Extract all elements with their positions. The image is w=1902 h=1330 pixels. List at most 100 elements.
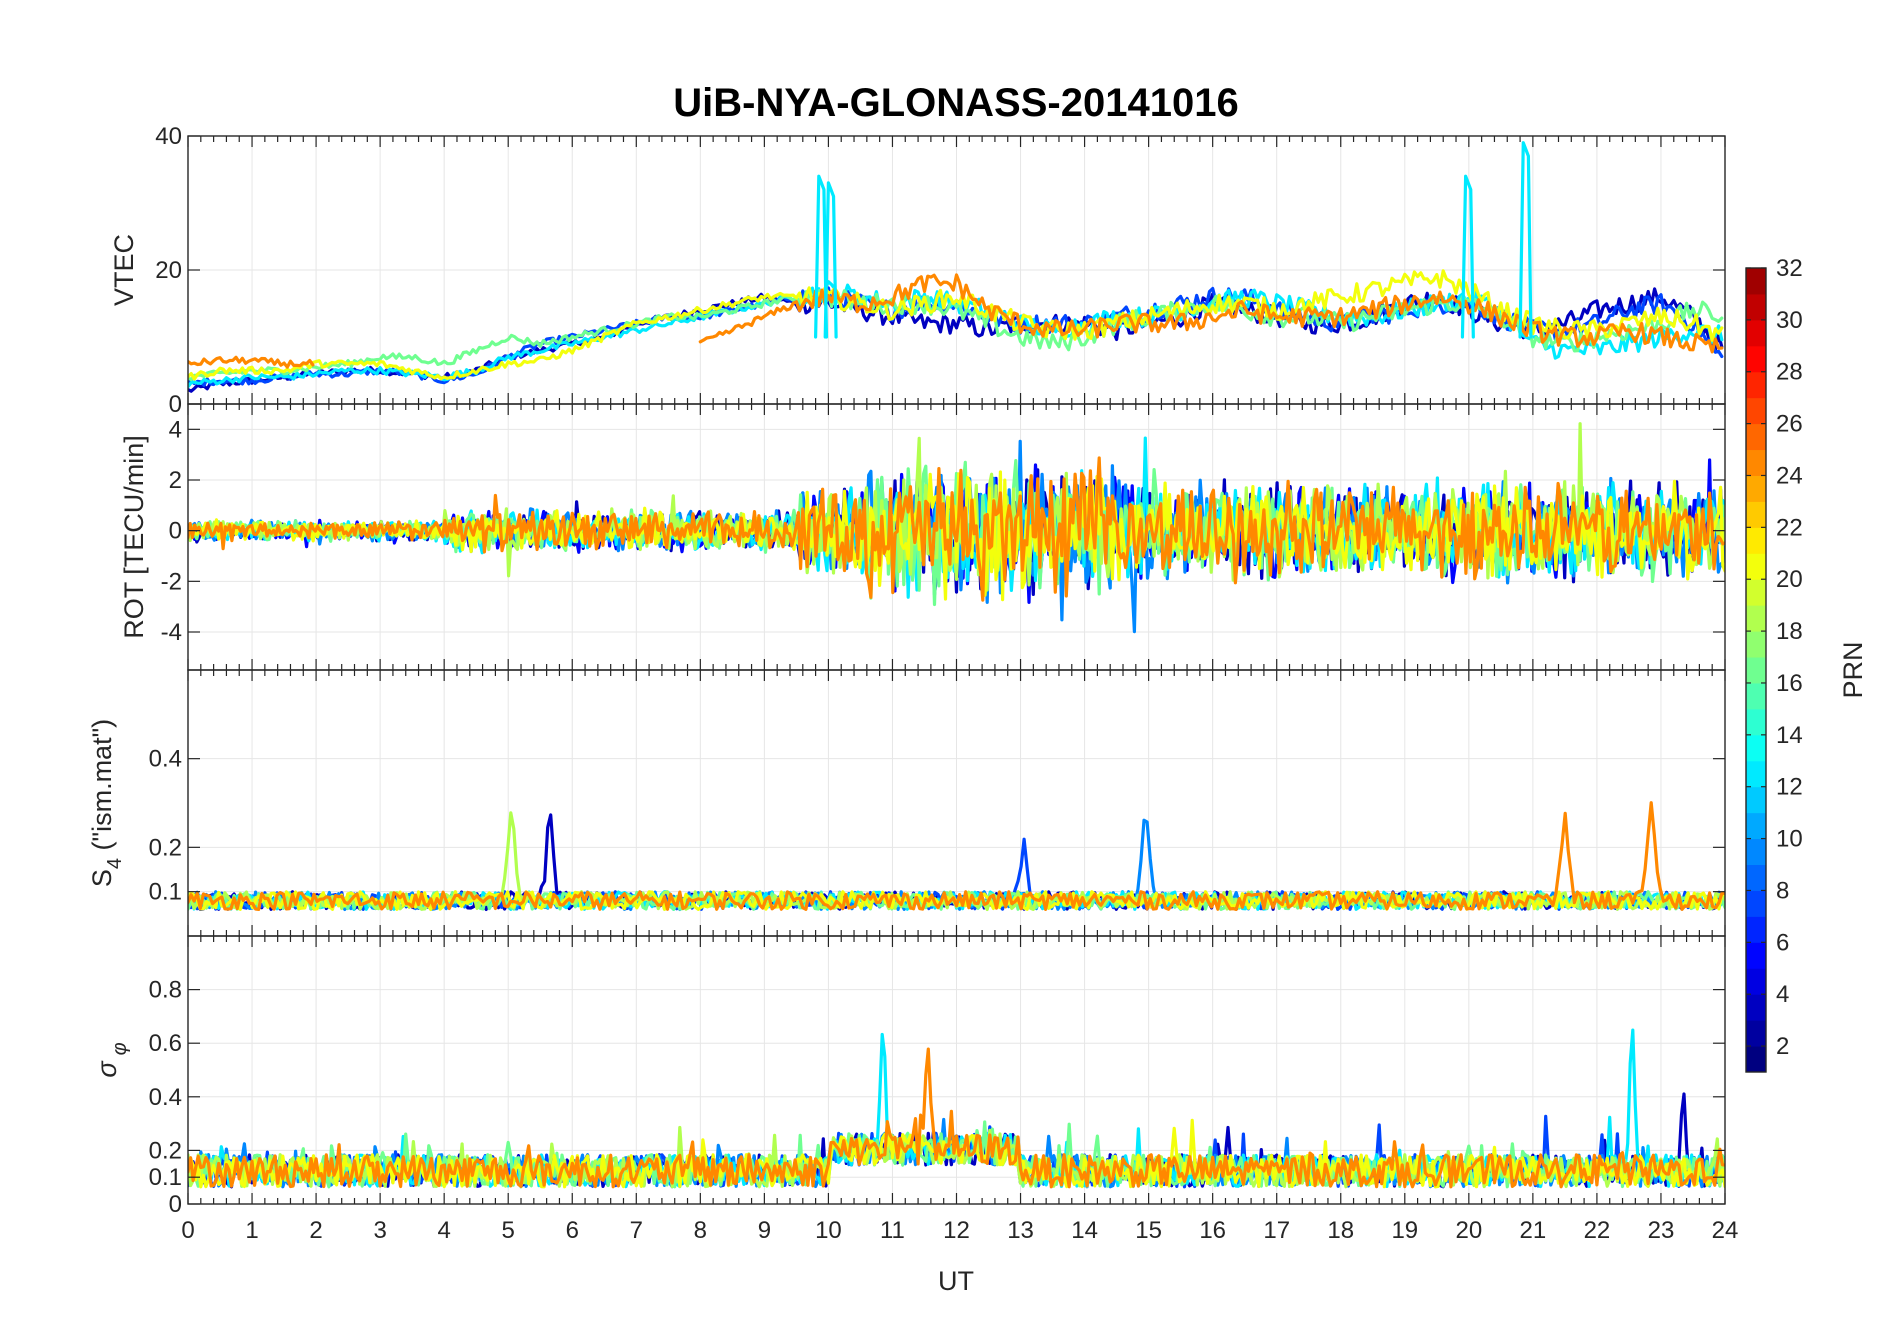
colorbar-block [1746,1046,1766,1073]
x-tick-label: 13 [1007,1217,1034,1244]
sigma-phi-ylabel-sub: φ [109,1042,131,1055]
colorbar-tick-label: 2 [1776,1033,1789,1060]
colorbar-block [1746,786,1766,814]
sigma-phi-ytick-label: 0 [169,1191,182,1218]
rot-ytick-label: 0 [169,518,182,545]
colorbar-block [1746,631,1766,658]
colorbar-block [1746,994,1766,1021]
x-tick-label: 1 [245,1217,258,1244]
rot-ytick-label: 2 [169,467,182,494]
x-tick-label: 23 [1648,1217,1675,1244]
colorbar-block [1746,371,1766,399]
sigma-phi-ytick-label: 0.2 [149,1137,182,1164]
x-tick-label: 10 [815,1217,842,1244]
x-tick-label: 18 [1327,1217,1354,1244]
vtec-ylabel: VTEC [109,234,139,306]
colorbar-block [1746,553,1766,580]
sigma-phi-series-prn-24 [188,1047,1725,1189]
colorbar-tick-label: 6 [1776,929,1789,956]
x-tick-label: 14 [1071,1217,1098,1244]
colorbar-tick-label: 20 [1776,566,1803,593]
rot-axis: -4 -2 0 2 4 [161,404,1726,670]
vtec-spike [823,181,838,339]
colorbar-tick-label: 8 [1776,877,1789,904]
rot-series-group [188,422,1725,634]
x-tick-label: 22 [1584,1217,1611,1244]
x-tick-label: 16 [1199,1217,1226,1244]
colorbar-block [1746,682,1766,710]
rot-ytick-label: -2 [161,568,182,595]
x-tick-label: 11 [880,1217,905,1244]
colorbar-frame [1745,267,1767,1073]
colorbar-block [1746,812,1766,840]
colorbar-tick-label: 10 [1776,826,1803,853]
colorbar-block [1746,319,1766,347]
x-axis: 0 1 2 3 4 5 6 7 8 9 10 11 12 13 14 15 16 17 18 19 20 21 22 23 24 [181,1217,1738,1244]
x-tick-label: 4 [437,1217,450,1244]
colorbar-tick-label: 22 [1776,514,1803,541]
x-tick-label: 3 [373,1217,386,1244]
x-tick-label: 5 [502,1217,515,1244]
colorbar-tick-label: 24 [1776,462,1803,489]
vtec-panel: 0 20 40 VTEC [109,123,1726,418]
colorbar-block [1746,268,1766,295]
vtec-ytick-label: 20 [155,257,182,284]
colorbar-block [1746,734,1766,762]
sigma-phi-series-prn-20 [188,1118,1725,1189]
x-tick-label: 9 [758,1217,771,1244]
colorbar-tick-label: 12 [1776,774,1803,801]
sigma-phi-ytick-label: 0.4 [149,1084,182,1111]
s4-ylabel-main: S [87,869,117,887]
x-tick-label: 19 [1391,1217,1418,1244]
x-tick-label: 7 [630,1217,643,1244]
colorbar-block [1746,397,1766,425]
s4-ylabel: S4 ("ism.mat") [87,719,126,887]
x-tick-label: 6 [566,1217,579,1244]
colorbar-block [1746,527,1766,554]
rot-series-prn-24 [188,456,1725,602]
s4-ytick-label: 0.4 [149,746,182,773]
colorbar-tick-label: 16 [1776,670,1803,697]
s4-series-prn-24 [188,801,1725,911]
x-tick-label: 15 [1135,1217,1162,1244]
colorbar-block [1746,1020,1766,1047]
vtec-spike [1460,174,1475,339]
x-tick-label: 12 [943,1217,970,1244]
colorbar-block [1746,423,1766,451]
vtec-series-group [188,141,1724,393]
colorbar-block [1746,293,1766,321]
colorbar-block [1746,657,1766,684]
rot-ytick-label: 4 [169,416,182,443]
rot-ytick-label: -4 [161,619,182,646]
vtec-ytick-label: 0 [169,391,182,418]
colorbar-tick-label: 18 [1776,618,1803,645]
colorbar-block [1746,501,1766,528]
s4-panel: 0.1 0.2 0.4 S4 ("ism.mat") [87,669,1726,937]
colorbar-tick-label: 26 [1776,411,1803,438]
colorbar-tick-label: 32 [1776,255,1803,282]
chart-title: UiB-NYA-GLONASS-20141016 [673,81,1238,125]
colorbar-blocks [1746,268,1766,1073]
vtec-spike [1518,141,1533,339]
rot-ylabel: ROT [TECU/min] [119,435,149,639]
vtec-grid [187,135,1726,405]
vtec-series-prn-16 [188,288,1724,382]
vtec-series-prn-20 [188,269,1724,381]
s4-ylabel-sub: 4 [104,858,126,869]
vtec-series-prn-24 [188,273,1724,369]
colorbar-block [1746,708,1766,736]
sigma-phi-axis: 00.10.2 0.4 0.6 0.8 [149,936,1726,1218]
colorbar-block [1746,916,1766,943]
x-tick-label: 24 [1712,1217,1739,1244]
colorbar-block [1746,605,1766,632]
x-tick-label: 17 [1263,1217,1290,1244]
colorbar-tick-label: 30 [1776,307,1803,334]
colorbar-tick-label: 14 [1776,722,1803,749]
sigma-phi-ytick-label: 0.1 [149,1164,182,1191]
sigma-phi-ylabel-main: σ [92,1060,122,1078]
x-axis-label: UT [938,1266,974,1296]
colorbar-block [1746,942,1766,969]
s4-ytick-label: 0.2 [149,834,182,861]
